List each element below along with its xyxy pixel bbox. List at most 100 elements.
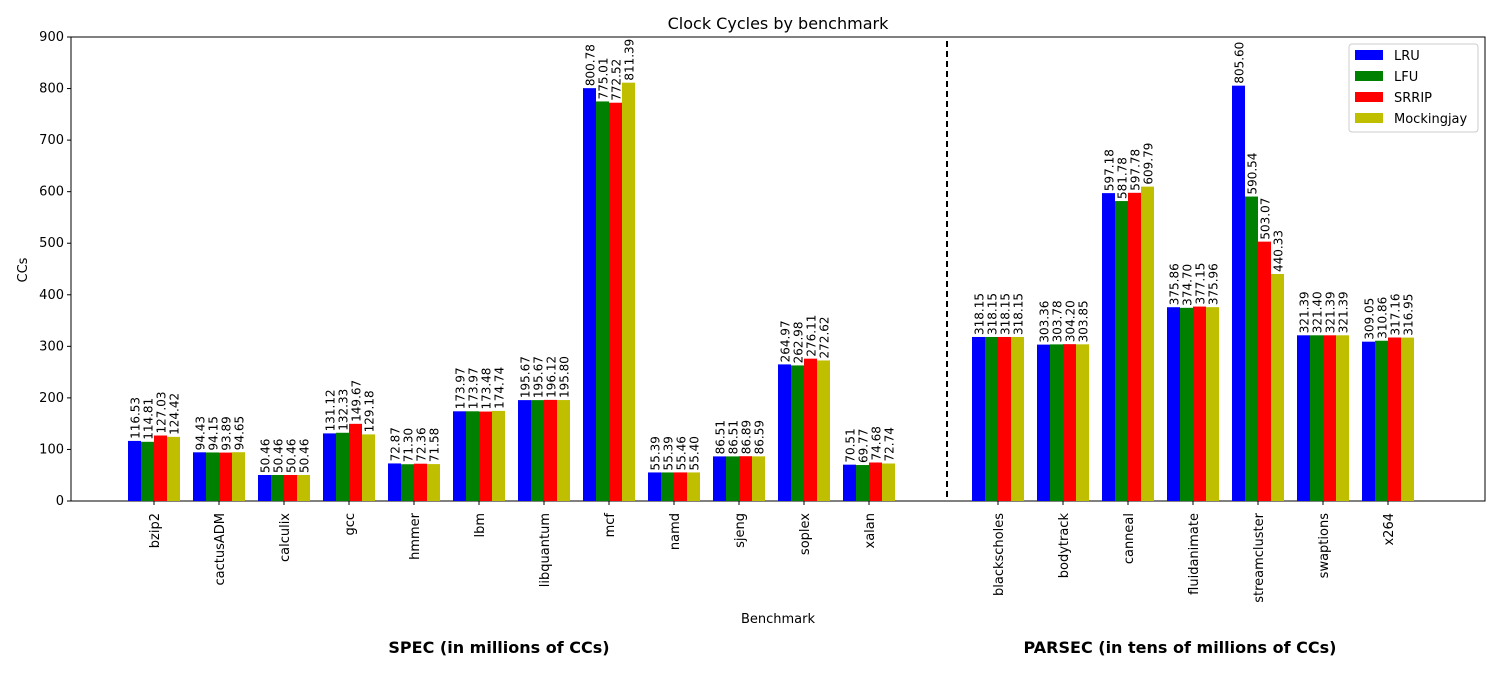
y-tick-label: 100	[39, 442, 64, 457]
bar-value-label: 321.39	[1298, 291, 1312, 333]
bar	[687, 472, 700, 501]
bar-value-label: 55.39	[662, 436, 676, 470]
x-tick-label: mcf	[603, 513, 618, 538]
bar	[1128, 192, 1141, 501]
bar-value-label: 318.15	[1012, 293, 1026, 335]
bar-value-label: 149.67	[350, 380, 364, 422]
bar	[1141, 186, 1154, 501]
bar	[1076, 344, 1089, 501]
bar	[1063, 344, 1076, 501]
y-tick-label: 600	[39, 185, 64, 200]
y-tick-label: 300	[39, 339, 64, 354]
bar	[479, 411, 492, 501]
bar-value-label: 590.54	[1246, 153, 1260, 195]
bar-value-label: 94.43	[194, 416, 208, 450]
bar	[817, 360, 830, 501]
legend-box	[1348, 43, 1479, 133]
y-tick-label: 700	[39, 133, 64, 148]
bar-value-label: 811.39	[623, 39, 637, 81]
bar-value-label: 71.58	[428, 428, 442, 462]
axes: 0 100 200 300 400 500 600 700 800 900 bzip2 cactusA…	[39, 30, 1486, 603]
x-tick-label: x264	[1382, 513, 1397, 546]
bar	[167, 436, 180, 501]
bar	[1323, 335, 1336, 501]
bar-value-label: 800.78	[584, 44, 598, 86]
bar	[622, 82, 635, 501]
bar-value-label: 116.53	[129, 397, 143, 439]
y-tick-label: 500	[39, 236, 64, 251]
x-tick-label: gcc	[343, 513, 358, 536]
x-tick-label: libquantum	[538, 513, 553, 587]
bar-value-label: 375.96	[1207, 263, 1221, 305]
legend-swatch	[1355, 92, 1383, 102]
bar	[271, 474, 284, 501]
bar-value-label: 375.86	[1168, 263, 1182, 305]
legend-label: Mockingjay	[1394, 112, 1468, 127]
bar-value-label: 310.86	[1376, 297, 1390, 339]
bar-value-label: 74.68	[870, 426, 884, 460]
bar	[1011, 336, 1024, 501]
legend-swatch	[1355, 50, 1383, 60]
bar	[466, 411, 479, 501]
bar	[323, 433, 336, 501]
x-tick-label: soplex	[798, 513, 813, 555]
bar-value-label: 93.89	[220, 416, 234, 450]
bar	[232, 452, 245, 501]
bar-value-label: 86.59	[753, 420, 767, 454]
bar	[518, 400, 531, 501]
x-tick-label: bzip2	[148, 513, 163, 548]
bar-value-label: 55.39	[649, 436, 663, 470]
bar	[1336, 335, 1349, 501]
bar-value-label: 805.60	[1233, 42, 1247, 84]
bar-value-label: 72.87	[389, 427, 403, 461]
bar	[1115, 201, 1128, 501]
bar	[557, 400, 570, 501]
x-axis-label: Benchmark	[741, 612, 816, 627]
bar	[284, 474, 297, 501]
bar	[1245, 196, 1258, 501]
bar	[739, 456, 752, 501]
bar-value-label: 309.05	[1363, 298, 1377, 340]
bar-value-label: 503.07	[1259, 198, 1273, 240]
bar-value-label: 173.97	[467, 367, 481, 409]
x-tick-label: streamcluster	[1252, 512, 1267, 602]
bar	[544, 399, 557, 501]
bar-value-label: 55.40	[688, 436, 702, 470]
bar-value-label: 50.46	[272, 439, 286, 473]
x-tick-label: fluidanimate	[1187, 513, 1202, 595]
bar-value-label: 114.81	[142, 398, 156, 440]
bar	[1232, 85, 1245, 501]
bar	[985, 336, 998, 501]
bar-value-label: 316.95	[1402, 294, 1416, 336]
bar	[1362, 341, 1375, 501]
bar-value-label: 94.65	[233, 416, 247, 450]
bar	[791, 365, 804, 501]
bar	[752, 456, 765, 501]
bar-value-label: 174.74	[493, 367, 507, 409]
legend-swatch	[1355, 71, 1383, 81]
y-tick-label: 800	[39, 82, 64, 97]
bar	[882, 463, 895, 501]
bar	[1297, 335, 1310, 501]
bar	[1102, 193, 1115, 501]
bar	[661, 472, 674, 501]
bar	[414, 463, 427, 501]
bar-value-label: 303.36	[1038, 301, 1052, 343]
parsec-group-caption: PARSEC (in tens of millions of CCs)	[1023, 638, 1337, 657]
bar-value-label: 195.80	[558, 356, 572, 398]
bar	[972, 336, 985, 501]
bar	[1193, 306, 1206, 501]
bar-value-label: 72.36	[415, 427, 429, 461]
bar-value-label: 318.15	[999, 293, 1013, 335]
bar-value-label: 597.78	[1129, 149, 1143, 191]
bar	[856, 465, 869, 501]
bar-value-label: 377.15	[1194, 263, 1208, 305]
bar-value-label: 276.11	[805, 315, 819, 357]
bar	[154, 435, 167, 501]
bar-value-label: 318.15	[986, 293, 1000, 335]
bar	[998, 336, 1011, 501]
x-tick-label: lbm	[473, 513, 488, 538]
bar	[1310, 335, 1323, 501]
bar	[869, 462, 882, 501]
bar	[1167, 307, 1180, 501]
